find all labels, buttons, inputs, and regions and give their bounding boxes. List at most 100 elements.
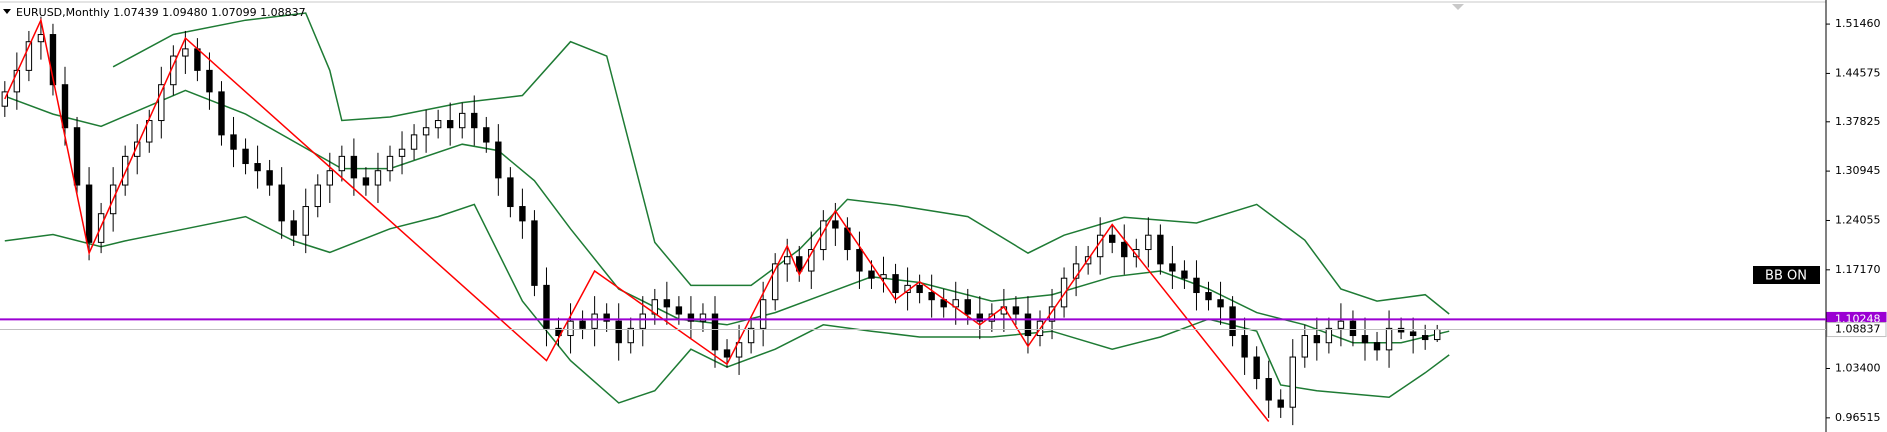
candle-body bbox=[1, 91, 9, 107]
candle-body bbox=[784, 256, 791, 265]
candle-body bbox=[1060, 277, 1068, 308]
candle-body bbox=[434, 120, 442, 129]
candle-body bbox=[1373, 342, 1381, 351]
candle-body bbox=[1193, 277, 1200, 294]
candle-body bbox=[567, 320, 574, 337]
candle-body bbox=[230, 134, 237, 150]
candle-body bbox=[422, 127, 430, 136]
candle-body bbox=[1024, 313, 1032, 337]
candle-body bbox=[579, 320, 586, 329]
price-label-box bbox=[1826, 322, 1887, 338]
candle-body bbox=[73, 127, 81, 186]
candle-body bbox=[483, 127, 490, 143]
candle-body bbox=[964, 299, 971, 315]
candle-body bbox=[25, 41, 33, 71]
candle-body bbox=[302, 206, 309, 236]
candle-body bbox=[820, 220, 827, 251]
candle-body bbox=[1289, 356, 1296, 408]
candle-body bbox=[49, 34, 57, 86]
candle-body bbox=[471, 112, 478, 129]
candle-body bbox=[892, 274, 899, 294]
candle-body bbox=[61, 84, 69, 129]
candle-body bbox=[1157, 234, 1164, 265]
candle-body bbox=[1397, 327, 1405, 333]
candle-body bbox=[254, 163, 261, 172]
candle-body bbox=[1337, 320, 1345, 329]
y-tick-label: 1.30945 bbox=[1835, 164, 1881, 177]
candle-body bbox=[747, 327, 755, 344]
candle-body bbox=[1121, 241, 1128, 258]
annotation: BB ON bbox=[1765, 269, 1807, 284]
candle-body bbox=[856, 249, 863, 272]
candle-body bbox=[218, 91, 225, 136]
y-tick-label: 1.51460 bbox=[1835, 17, 1881, 30]
menu-triangle[interactable] bbox=[3, 9, 11, 14]
candle-body bbox=[627, 327, 634, 344]
candle-body bbox=[543, 284, 550, 329]
candle-body bbox=[507, 177, 514, 208]
candle-body bbox=[880, 274, 887, 279]
candle-body bbox=[591, 313, 598, 329]
candle-body bbox=[1409, 331, 1417, 337]
candle-body bbox=[832, 220, 839, 229]
candle-body bbox=[1229, 306, 1236, 337]
candle-body bbox=[976, 313, 984, 322]
candle-body bbox=[446, 120, 454, 129]
candle-body bbox=[158, 84, 165, 122]
candle-body bbox=[928, 292, 935, 301]
candle-body bbox=[1265, 378, 1272, 401]
candle-body bbox=[1361, 335, 1369, 344]
candle-body bbox=[290, 220, 297, 236]
y-tick-label: 1.24055 bbox=[1835, 213, 1881, 226]
candle-body bbox=[1433, 329, 1441, 341]
candle-body bbox=[759, 299, 767, 329]
candle-body bbox=[1385, 327, 1393, 351]
candle-body bbox=[1313, 335, 1321, 344]
candle-body bbox=[868, 270, 875, 279]
candle-body bbox=[326, 170, 334, 186]
candle-body bbox=[916, 284, 923, 294]
candle-body bbox=[723, 349, 731, 358]
candle-body bbox=[1421, 335, 1429, 341]
candle-body bbox=[350, 155, 358, 179]
y-tick-label: 1.44575 bbox=[1835, 66, 1881, 79]
candle-body bbox=[663, 299, 671, 308]
candle-body bbox=[711, 313, 719, 351]
y-tick-label: 1.37825 bbox=[1835, 115, 1881, 128]
candle-body bbox=[386, 155, 394, 172]
candle-body bbox=[796, 256, 803, 272]
candle-body bbox=[266, 170, 273, 186]
chart-title: EURUSD,Monthly 1.07439 1.09480 1.07099 1… bbox=[16, 6, 306, 19]
candle-body bbox=[182, 48, 189, 57]
candle-body bbox=[410, 134, 418, 150]
candle-body bbox=[374, 170, 382, 186]
annotation-box bbox=[1753, 266, 1820, 284]
candle-body bbox=[1277, 399, 1284, 408]
candle-body bbox=[771, 263, 779, 301]
candle-body bbox=[639, 313, 646, 329]
candle-body bbox=[1072, 263, 1080, 279]
plot-area bbox=[1, 12, 1450, 426]
candle-body bbox=[1241, 335, 1248, 358]
candle-body bbox=[1181, 270, 1188, 279]
candle-body bbox=[242, 148, 249, 165]
y-tick-label: 0.96515 bbox=[1835, 411, 1881, 424]
candle-body bbox=[1205, 292, 1212, 301]
y-tick-label: 1.17170 bbox=[1835, 263, 1881, 276]
candle-body bbox=[398, 148, 406, 157]
candle-body bbox=[1012, 306, 1020, 315]
candle-body bbox=[37, 34, 45, 43]
candle-body bbox=[1169, 263, 1176, 272]
candle-body bbox=[1301, 335, 1309, 358]
candle-body bbox=[362, 177, 370, 186]
candle-body bbox=[194, 48, 201, 71]
candle-body bbox=[13, 69, 21, 93]
candle-body bbox=[615, 320, 622, 344]
candle-body bbox=[1253, 356, 1260, 380]
candle-body bbox=[603, 313, 610, 322]
candle-body bbox=[278, 184, 285, 222]
candle-body bbox=[699, 313, 707, 322]
candle-body bbox=[735, 342, 743, 358]
